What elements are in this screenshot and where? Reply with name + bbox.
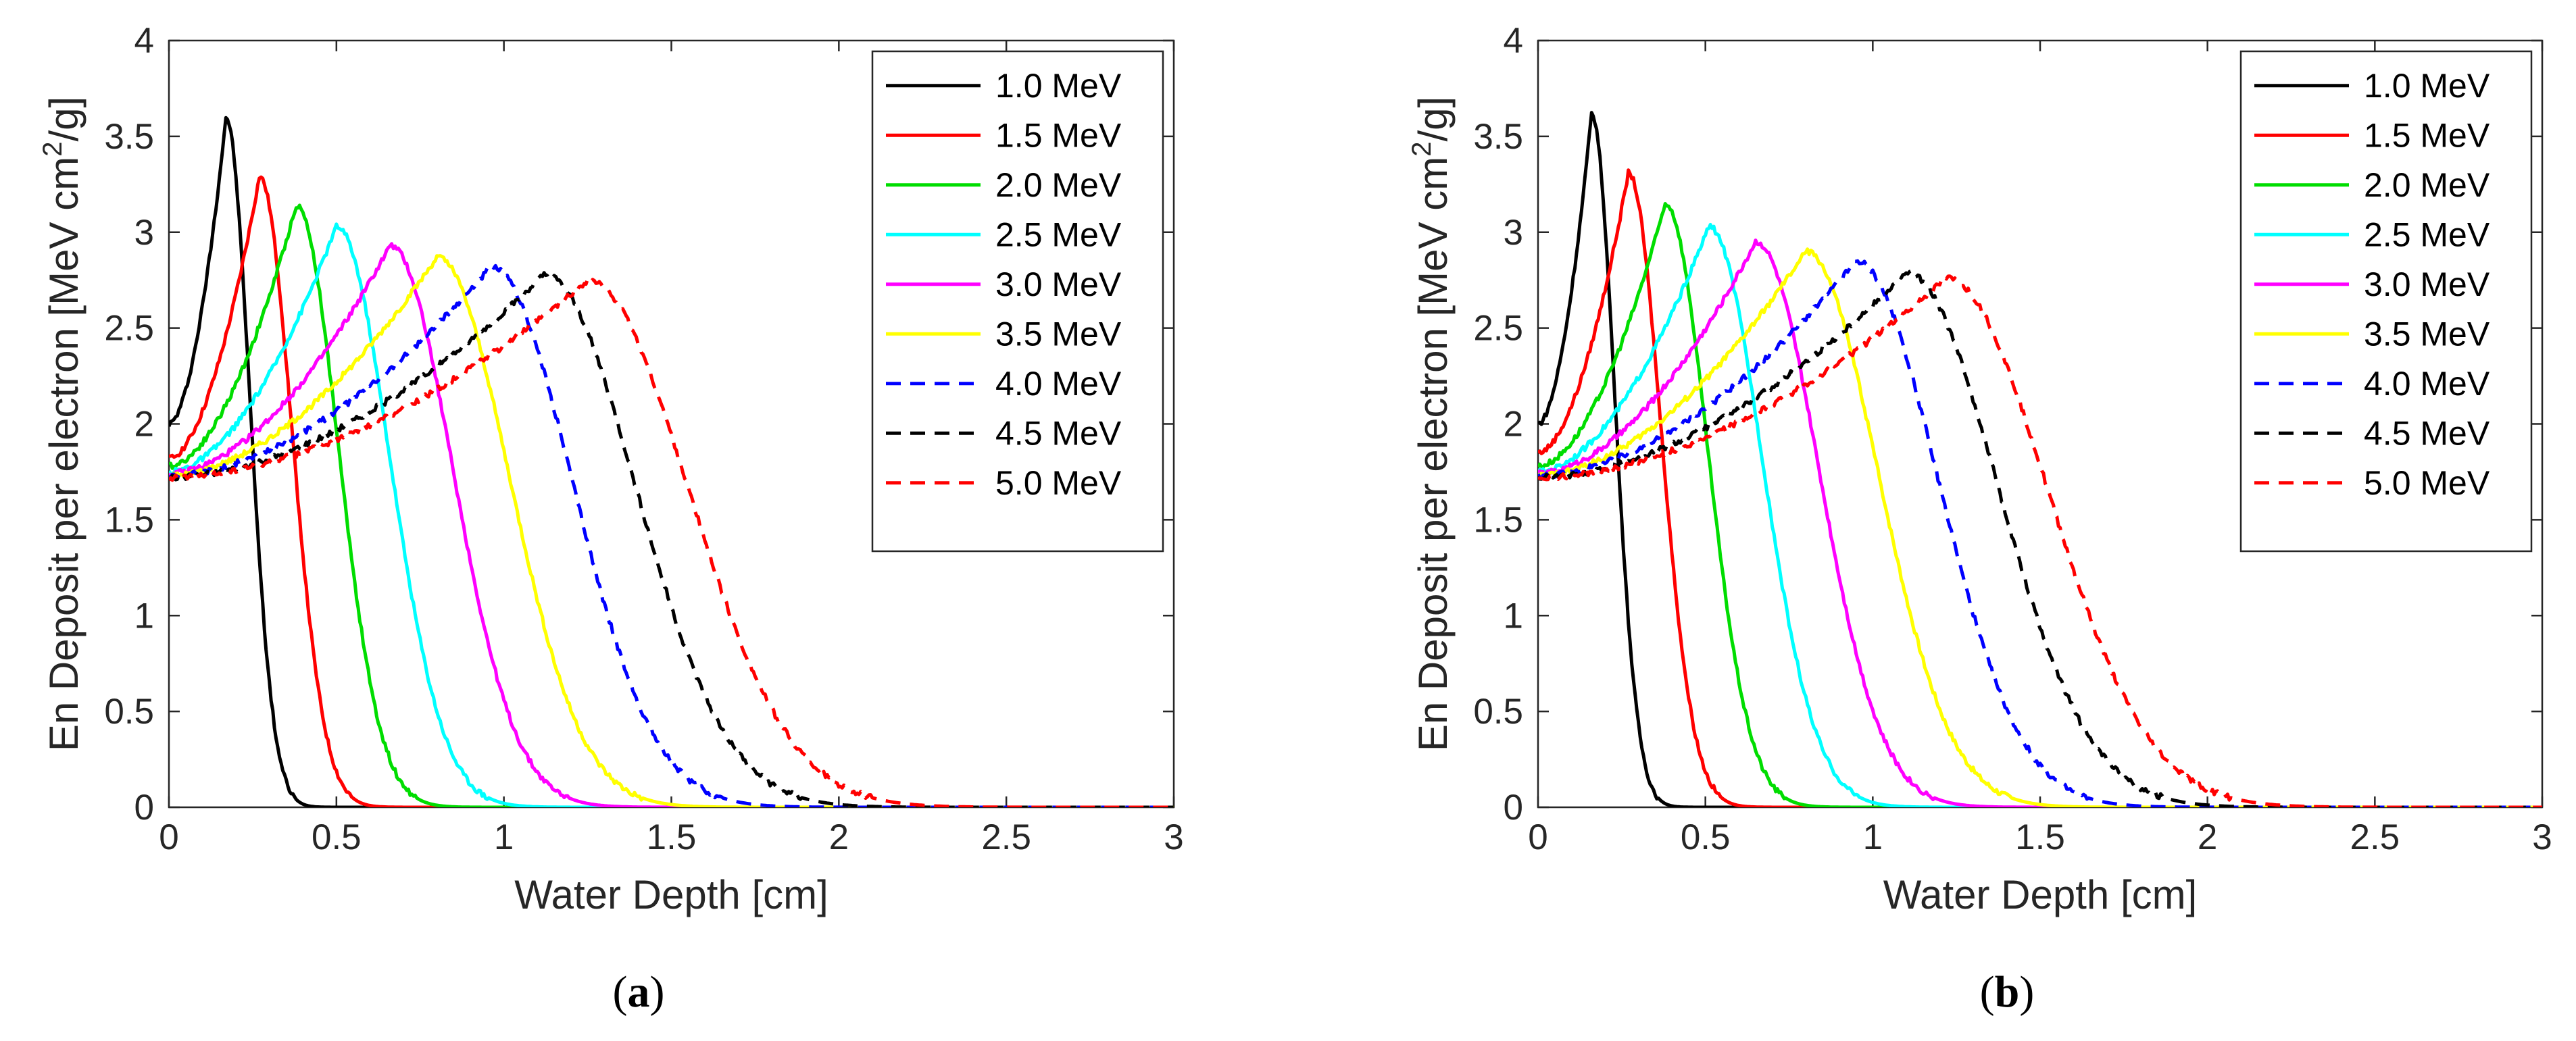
legend-label-b: 3.0 MeV xyxy=(2364,265,2490,303)
y-tick-label-b: 3.5 xyxy=(1473,117,1523,157)
legend-label-a: 5.0 MeV xyxy=(995,464,1122,502)
series-group-a xyxy=(169,116,1174,807)
x-tick-label-b: 1 xyxy=(1863,817,1883,857)
x-tick-label-a: 1 xyxy=(494,817,514,857)
x-tick-label-a: 2.5 xyxy=(981,817,1031,857)
legend-label-b: 4.0 MeV xyxy=(2364,365,2490,403)
series-line-b-35 xyxy=(1538,247,2542,807)
legend-label-a: 2.5 MeV xyxy=(995,215,1122,253)
y-tick-label-b: 2 xyxy=(1504,405,1523,445)
x-tick-label-b: 2.5 xyxy=(2350,817,2400,857)
x-axis-label-b: Water Depth [cm] xyxy=(1883,872,2198,917)
y-axis-label-superscript: 2 xyxy=(1407,142,1437,157)
y-tick-label-a: 0.5 xyxy=(104,692,154,732)
series-line-a-35 xyxy=(169,254,1174,807)
y-tick-label-a: 3 xyxy=(134,213,154,253)
series-line-a-15 xyxy=(169,175,1174,807)
x-tick-label-b: 1.5 xyxy=(2015,817,2065,857)
y-axis-label-superscript: 2 xyxy=(38,142,68,157)
y-tick-label-b: 3 xyxy=(1504,213,1523,253)
chart-panel-a: 0 0.5 1 1.5 2 2.5 3 0 0.5 1 1.5 2 2.5 3 3.5 4 Water Dept… xyxy=(38,21,1184,1017)
caption-a: (a) xyxy=(613,967,665,1017)
y-axis-label-unit: /g] xyxy=(41,97,86,142)
y-axis-label-main: En Deposit per electron [MeV cm xyxy=(1410,157,1456,751)
y-tick-label-b: 0.5 xyxy=(1473,692,1523,732)
legend-label-b: 1.0 MeV xyxy=(2364,67,2490,105)
legend-label-a: 3.0 MeV xyxy=(995,265,1122,303)
y-axis-label-b: En Deposit per electron [MeV cm2/g] xyxy=(1407,97,1456,751)
legend-label-b: 2.0 MeV xyxy=(2364,166,2490,204)
legend-label-a: 4.5 MeV xyxy=(995,414,1122,452)
legend-label-a: 1.0 MeV xyxy=(995,67,1122,105)
series-line-a-20 xyxy=(169,203,1174,807)
series-line-b-30 xyxy=(1538,238,2542,807)
x-tick-label-b: 2 xyxy=(2198,817,2217,857)
legend-label-b: 3.5 MeV xyxy=(2364,315,2490,353)
chart-panel-b: 0 0.5 1 1.5 2 2.5 3 0 0.5 1 1.5 2 2.5 3 3.5 4 Water Dept… xyxy=(1407,21,2552,1017)
y-tick-label-a: 0 xyxy=(134,788,154,828)
legend-a: 1.0 MeV 1.5 MeV 2.0 MeV 2.5 MeV 3.0 MeV 3.5 M… xyxy=(871,50,1164,553)
legend-label-a: 3.5 MeV xyxy=(995,315,1122,353)
legend-label-b: 5.0 MeV xyxy=(2364,464,2490,502)
y-axis-label-a: En Deposit per electron [MeV cm2/g] xyxy=(38,97,86,751)
y-tick-label-a: 2.5 xyxy=(104,309,154,349)
x-tick-label-a: 0 xyxy=(159,817,178,857)
y-tick-label-b: 1 xyxy=(1504,596,1523,636)
y-axis-label-unit: /g] xyxy=(1410,97,1456,142)
y-tick-label-a: 1.5 xyxy=(104,500,154,540)
legend-label-a: 4.0 MeV xyxy=(995,365,1122,403)
x-tick-label-a: 0.5 xyxy=(312,817,362,857)
y-axis-label-main: En Deposit per electron [MeV cm xyxy=(41,157,86,751)
legend-label-a: 2.0 MeV xyxy=(995,166,1122,204)
x-tick-label-a: 2 xyxy=(829,817,849,857)
caption-close-paren: ) xyxy=(650,967,665,1017)
series-line-a-30 xyxy=(169,242,1174,807)
series-line-b-45 xyxy=(1538,269,2542,807)
series-group-b xyxy=(1538,111,2542,807)
legend-label-b: 2.5 MeV xyxy=(2364,215,2490,253)
series-line-b-50 xyxy=(1538,274,2542,807)
series-line-a-25 xyxy=(169,222,1174,807)
y-tick-label-a: 4 xyxy=(134,21,154,61)
legend-b: 1.0 MeV 1.5 MeV 2.0 MeV 2.5 MeV 3.0 MeV 3.5 M… xyxy=(2239,50,2533,553)
caption-letter: a xyxy=(628,967,650,1017)
series-line-b-25 xyxy=(1538,222,2542,807)
x-tick-label-b: 0.5 xyxy=(1681,817,1731,857)
series-line-a-40 xyxy=(169,263,1174,807)
series-line-a-50 xyxy=(169,277,1174,807)
y-tick-label-b: 2.5 xyxy=(1473,309,1523,349)
y-tick-label-b: 1.5 xyxy=(1473,500,1523,540)
x-tick-label-a: 3 xyxy=(1164,817,1183,857)
caption-letter: b xyxy=(1995,967,2020,1017)
x-tick-label-a: 1.5 xyxy=(647,817,697,857)
caption-open-paren: ( xyxy=(1980,967,1995,1017)
y-tick-label-a: 1 xyxy=(134,596,154,636)
y-tick-label-b: 4 xyxy=(1504,21,1523,61)
legend-label-b: 4.5 MeV xyxy=(2364,414,2490,452)
caption-b: (b) xyxy=(1980,967,2035,1017)
y-tick-label-b: 0 xyxy=(1504,788,1523,828)
series-line-b-40 xyxy=(1538,259,2542,807)
x-tick-label-b: 3 xyxy=(2532,817,2552,857)
x-axis-label-a: Water Depth [cm] xyxy=(514,872,828,917)
legend-label-a: 1.5 MeV xyxy=(995,116,1122,154)
legend-label-b: 1.5 MeV xyxy=(2364,116,2490,154)
caption-close-paren: ) xyxy=(2019,967,2034,1017)
y-tick-label-a: 2 xyxy=(134,405,154,445)
y-tick-label-a: 3.5 xyxy=(104,117,154,157)
x-tick-label-b: 0 xyxy=(1528,817,1547,857)
caption-open-paren: ( xyxy=(613,967,628,1017)
series-line-b-15 xyxy=(1538,168,2542,807)
